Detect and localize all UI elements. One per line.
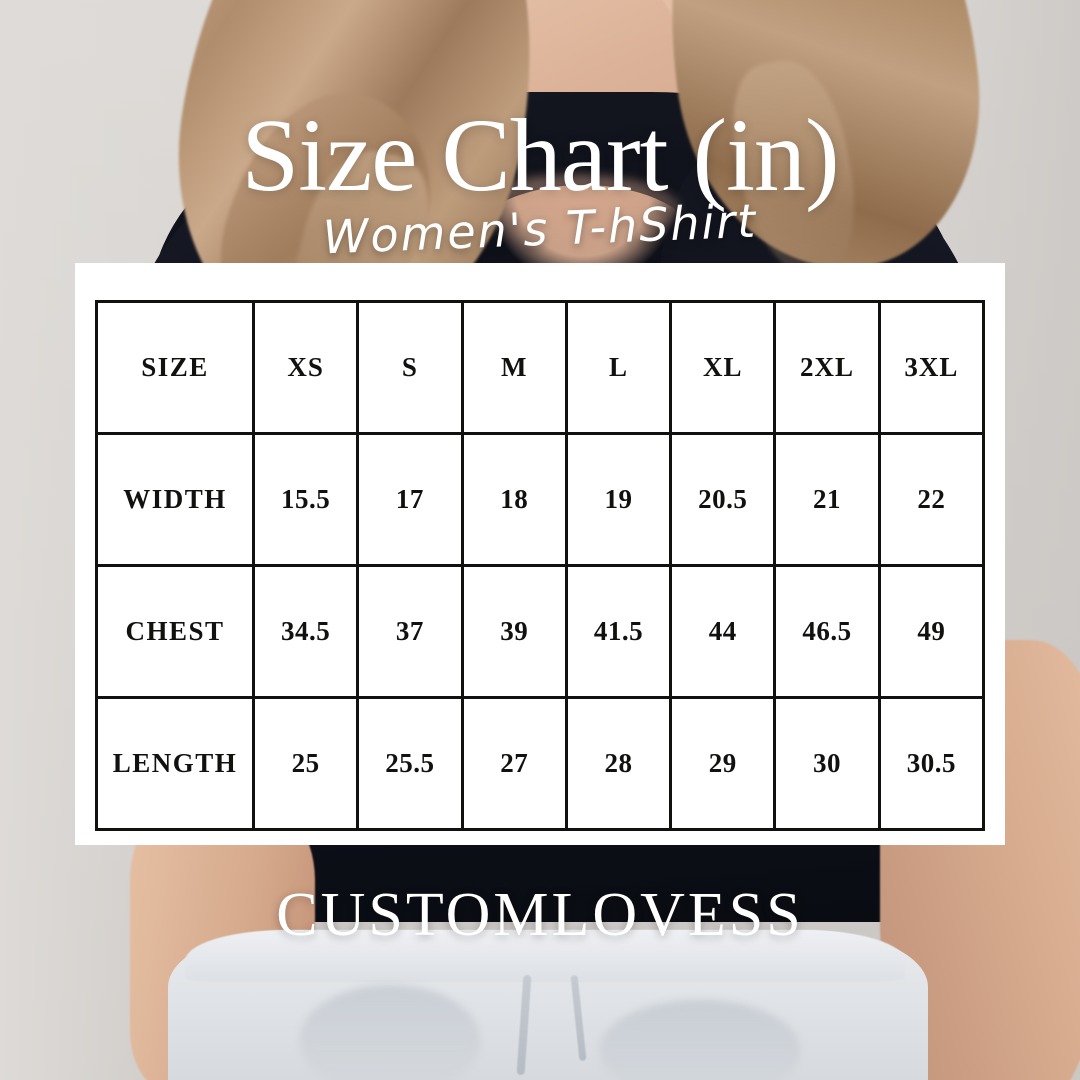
sweatpants-crease-1 [300, 985, 480, 1080]
cell-chest-2xl: 46.5 [773, 564, 881, 699]
cell-chest-m: 39 [460, 564, 568, 699]
table-row: WIDTH 15.5 17 18 19 20.5 21 22 [95, 432, 986, 567]
cell-length-m: 27 [460, 696, 568, 831]
column-header-xl: XL [669, 300, 777, 435]
column-header-xs: XS [251, 300, 360, 435]
cell-length-3xl: 30.5 [877, 696, 986, 831]
cell-width-s: 17 [356, 432, 464, 567]
cell-chest-l: 41.5 [564, 564, 673, 699]
cell-chest-s: 37 [356, 564, 464, 699]
cell-width-m: 18 [460, 432, 568, 567]
cell-length-l: 28 [564, 696, 673, 831]
cell-chest-xl: 44 [669, 564, 777, 699]
row-header-chest: CHEST [95, 564, 255, 699]
sweatpants-crease-2 [600, 1000, 800, 1080]
table-row: CHEST 34.5 37 39 41.5 44 46.5 49 [95, 564, 986, 699]
column-header-size: SIZE [95, 300, 255, 435]
cell-length-s: 25.5 [356, 696, 464, 831]
cell-width-3xl: 22 [877, 432, 986, 567]
table-row: LENGTH 25 25.5 27 28 29 30 30.5 [95, 696, 986, 831]
row-header-width: WIDTH [95, 432, 255, 567]
column-header-m: M [460, 300, 568, 435]
column-header-s: S [356, 300, 464, 435]
sweatpants-waistband [185, 930, 905, 982]
cell-chest-3xl: 49 [877, 564, 986, 699]
cell-width-xl: 20.5 [669, 432, 777, 567]
cell-length-xl: 29 [669, 696, 777, 831]
table-header-row: SIZE XS S M L XL 2XL 3XL [95, 300, 986, 435]
size-chart-table-body: SIZE XS S M L XL 2XL 3XL WIDTH 15.5 17 1… [95, 300, 986, 831]
column-header-3xl: 3XL [877, 300, 986, 435]
size-chart-table: SIZE XS S M L XL 2XL 3XL WIDTH 15.5 17 1… [95, 300, 986, 831]
size-chart-panel: SIZE XS S M L XL 2XL 3XL WIDTH 15.5 17 1… [75, 263, 1005, 845]
cell-width-2xl: 21 [773, 432, 881, 567]
cell-length-xs: 25 [251, 696, 360, 831]
column-header-l: L [564, 300, 673, 435]
column-header-2xl: 2XL [773, 300, 881, 435]
cell-length-2xl: 30 [773, 696, 881, 831]
cell-width-xs: 15.5 [251, 432, 360, 567]
cell-chest-xs: 34.5 [251, 564, 360, 699]
row-header-length: LENGTH [95, 696, 255, 831]
cell-width-l: 19 [564, 432, 673, 567]
